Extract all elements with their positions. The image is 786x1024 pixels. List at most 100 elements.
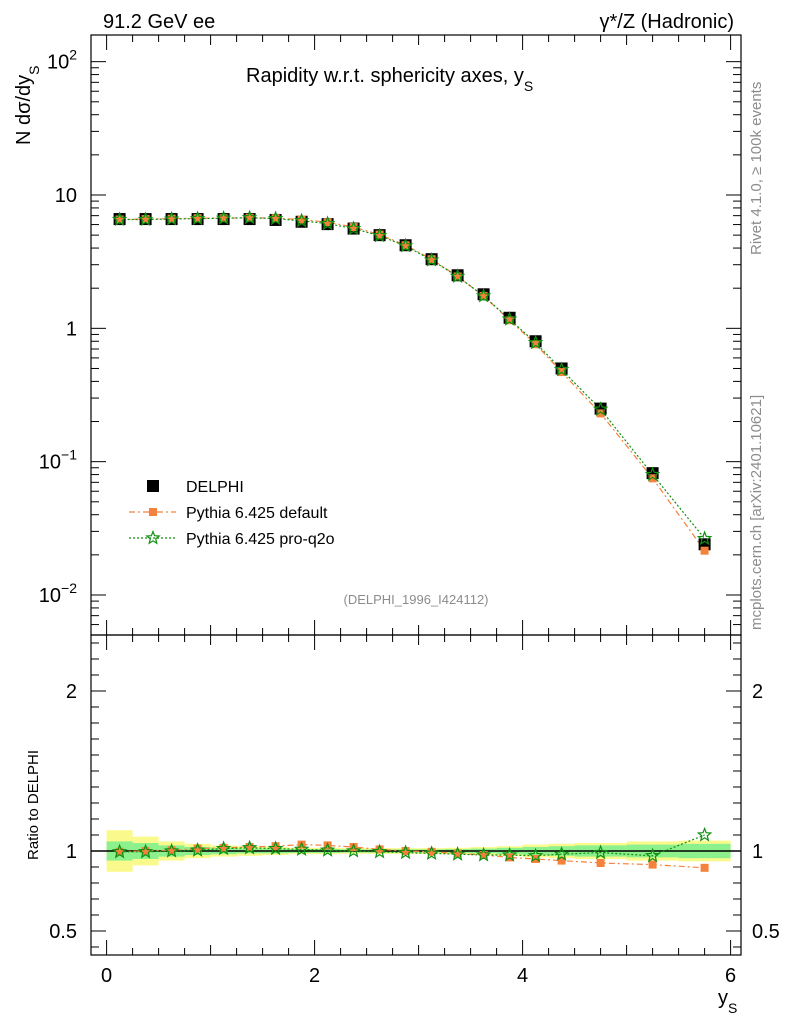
point-pythia-pro-q2o [475,287,492,303]
ratio-point-pythia-pro-q2o [449,846,466,861]
y-tick-label: 10−2 [39,580,77,607]
ratio-y-tick-label-right: 2 [752,681,763,703]
x-tick-label: 0 [101,965,112,987]
axis-ticks: 0 2 4 6 102 10 1 10−1 10−2 2 2 1 1 0.5 0.5 [39,35,780,987]
ratio-point-pythia-default [219,843,228,852]
point-pythia-default [700,546,709,555]
point-pythia-default [401,241,410,250]
ratio-point-pythia-pro-q2o [293,841,310,857]
legend-entry-pythia-pro-q2o: Pythia 6.425 pro-q2o [129,529,335,548]
point-pythia-default [219,214,228,223]
point-pythia-pro-q2o [501,310,518,326]
ratio-point-pythia-pro-q2o [501,846,518,862]
ratio-y-tick-label-right: 1 [752,841,763,863]
point-pythia-default [271,214,280,223]
ratio-point-pythia-default [453,849,462,858]
point-pythia-default [453,272,462,281]
point-pythia-pro-q2o [371,227,388,243]
y-tick-label: 102 [47,47,77,74]
rivet-version-label: Rivet 4.1.0, ≥ 100k events [748,82,765,255]
x-tick-label: 2 [309,965,320,987]
ratio-point-pythia-pro-q2o [267,840,284,856]
ratio-line-pythia-default [119,843,705,869]
analysis-id: (DELPHI_1996_I424112) [343,592,488,607]
ratio-point-pythia-pro-q2o [163,842,180,858]
ratio-point-pythia-pro-q2o [371,843,388,859]
ratio-point-pythia-pro-q2o [345,842,362,858]
ratio-y-tick-label: 1 [66,841,77,863]
ratio-point-pythia-pro-q2o [592,844,609,860]
ratio-point-pythia-default [700,863,709,872]
point-pythia-pro-q2o [319,215,336,231]
point-pythia-pro-q2o [423,251,440,267]
ratio-point-pythia-pro-q2o [137,843,154,859]
point-pythia-pro-q2o [267,210,284,226]
ratio-plot-frame [90,634,742,956]
ratio-point-pythia-default [297,840,306,849]
point-pythia-default [349,223,358,232]
point-pythia-default [193,214,202,223]
ratio-point-pythia-default [167,846,176,855]
point-pythia-pro-q2o [137,211,154,227]
point-pythia-default [167,214,176,223]
point-pythia-default [505,316,514,325]
ratio-point-pythia-default [141,847,150,855]
legend-label-pythia-default: Pythia 6.425 default [186,505,328,522]
point-pythia-pro-q2o [397,237,414,253]
point-pythia-default [427,255,436,264]
ratio-point-pythia-default [596,859,605,867]
point-pythia-pro-q2o [696,530,713,546]
ratio-point-pythia-default [557,856,566,865]
ratio-point-pythia-pro-q2o [397,844,414,860]
x-tick-label: 6 [725,965,736,987]
legend-entry-pythia-default: Pythia 6.425 default [129,505,328,522]
ratio-point-pythia-pro-q2o [644,847,661,863]
ratio-y-tick-label: 0.5 [49,921,77,943]
point-pythia-pro-q2o [553,361,570,377]
point-pythia-pro-q2o [163,210,180,226]
point-pythia-default [648,474,657,483]
legend-label-pythia-pro-q2o: Pythia 6.425 pro-q2o [186,531,335,548]
point-pythia-pro-q2o [644,466,661,482]
point-pythia-pro-q2o [449,268,466,284]
point-pythia-default [596,409,605,418]
ratio-point-pythia-pro-q2o [241,839,258,855]
point-pythia-default [245,213,254,222]
legend-label-delphi: DELPHI [186,479,244,496]
point-pythia-default [375,230,384,239]
point-pythia-pro-q2o [592,401,609,416]
legend-marker-pythia-pro-q2o [145,529,161,545]
ratio-point-pythia-default [427,847,436,856]
ratio-y-axis-label: Ratio to DELPHI [25,750,42,860]
ratio-point-pythia-pro-q2o [189,842,206,857]
main-y-axis-label: N dσ/dyS [13,66,42,146]
ratio-point-pythia-pro-q2o [527,847,544,863]
point-pythia-pro-q2o [241,209,258,225]
energy-label: 91.2 GeV ee [103,11,215,33]
ratio-point-pythia-default [479,851,488,859]
point-pythia-default [531,340,540,349]
y-tick-label: 10−1 [39,447,77,474]
ratio-point-pythia-default [245,843,254,851]
ratio-point-pythia-pro-q2o [696,826,713,842]
ratio-point-pythia-default [193,844,202,853]
point-pythia-default [479,291,488,300]
x-tick-label: 4 [517,965,528,987]
legend-marker-delphi [147,480,159,492]
legend: DELPHI Pythia 6.425 default Pythia 6.425… [129,479,335,548]
ratio-point-pythia-default [648,860,657,869]
point-pythia-default [115,215,124,224]
point-pythia-default [141,215,150,224]
legend-entry-delphi: DELPHI [147,479,244,496]
ratio-point-pythia-pro-q2o [111,843,128,859]
ratio-point-pythia-default [349,843,358,851]
ratio-point-pythia-default [115,847,124,856]
ratio-point-pythia-default [401,847,410,855]
process-label: γ*/Z (Hadronic) [600,11,734,33]
point-pythia-default [323,218,332,227]
mcplots-label: mcplots.cern.ch [arXiv:2401.10621] [748,395,765,630]
ratio-point-pythia-pro-q2o [423,845,440,861]
y-tick-label: 10 [55,185,77,207]
point-pythia-pro-q2o [527,334,544,350]
